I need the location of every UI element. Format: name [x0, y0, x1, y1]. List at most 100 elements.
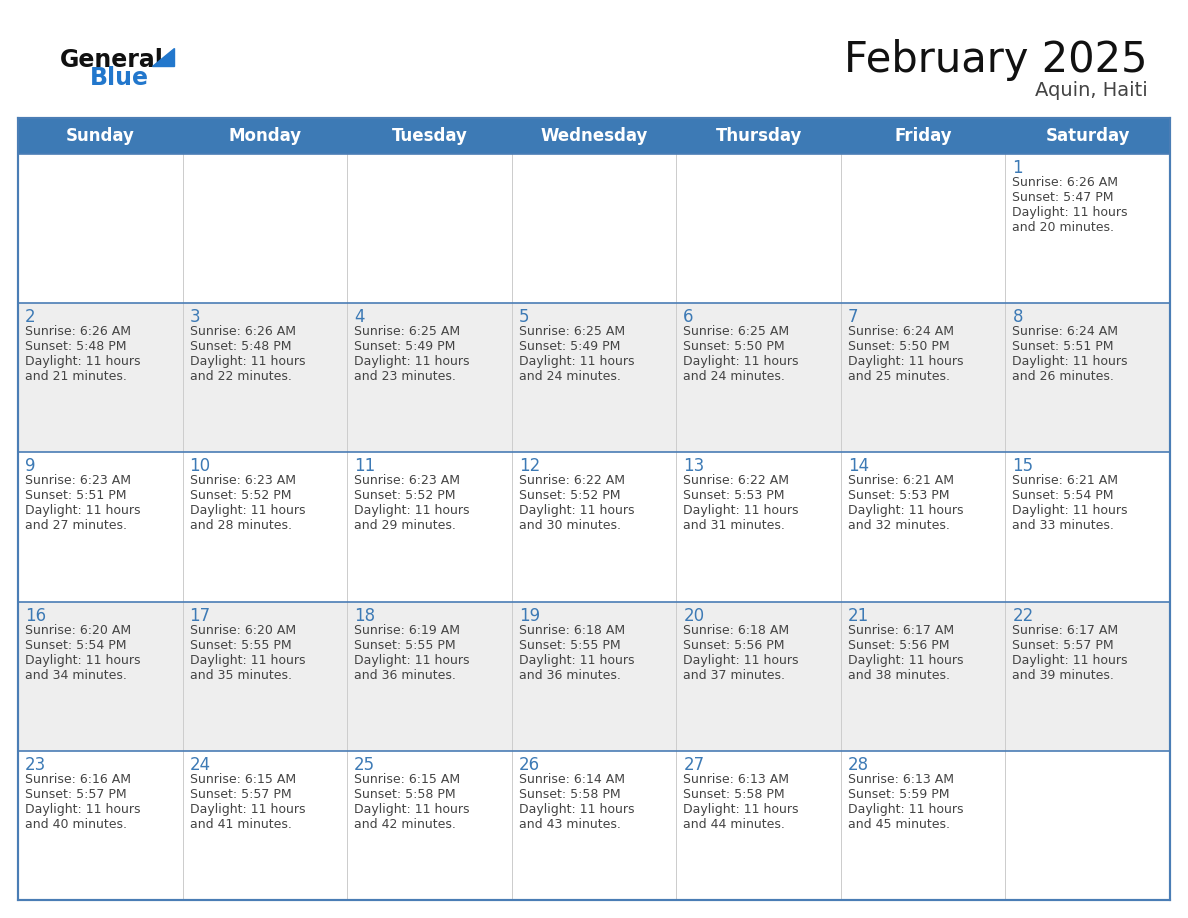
Text: and 24 minutes.: and 24 minutes. — [519, 370, 620, 383]
Text: Daylight: 11 hours: Daylight: 11 hours — [25, 355, 140, 368]
Text: Sunset: 5:47 PM: Sunset: 5:47 PM — [1012, 191, 1114, 204]
Text: 21: 21 — [848, 607, 870, 624]
Text: 19: 19 — [519, 607, 539, 624]
Text: Daylight: 11 hours: Daylight: 11 hours — [354, 504, 469, 518]
Text: Daylight: 11 hours: Daylight: 11 hours — [25, 504, 140, 518]
Text: Daylight: 11 hours: Daylight: 11 hours — [25, 654, 140, 666]
Text: Saturday: Saturday — [1045, 127, 1130, 145]
Text: and 43 minutes.: and 43 minutes. — [519, 818, 620, 831]
Text: Sunrise: 6:26 AM: Sunrise: 6:26 AM — [190, 325, 296, 338]
Text: 8: 8 — [1012, 308, 1023, 326]
Text: Daylight: 11 hours: Daylight: 11 hours — [190, 355, 305, 368]
Text: Sunrise: 6:20 AM: Sunrise: 6:20 AM — [25, 623, 131, 636]
Text: and 27 minutes.: and 27 minutes. — [25, 520, 127, 532]
Text: Daylight: 11 hours: Daylight: 11 hours — [1012, 654, 1127, 666]
Text: and 34 minutes.: and 34 minutes. — [25, 668, 127, 681]
Bar — [18, 154, 1170, 303]
Text: and 44 minutes.: and 44 minutes. — [683, 818, 785, 831]
Text: 16: 16 — [25, 607, 46, 624]
Text: Daylight: 11 hours: Daylight: 11 hours — [848, 504, 963, 518]
Text: Sunset: 5:52 PM: Sunset: 5:52 PM — [519, 489, 620, 502]
Text: and 39 minutes.: and 39 minutes. — [1012, 668, 1114, 681]
Text: and 28 minutes.: and 28 minutes. — [190, 520, 291, 532]
Text: and 37 minutes.: and 37 minutes. — [683, 668, 785, 681]
Text: and 23 minutes.: and 23 minutes. — [354, 370, 456, 383]
Text: Daylight: 11 hours: Daylight: 11 hours — [190, 654, 305, 666]
Text: Sunrise: 6:16 AM: Sunrise: 6:16 AM — [25, 773, 131, 786]
Text: 1: 1 — [1012, 159, 1023, 177]
Text: and 26 minutes.: and 26 minutes. — [1012, 370, 1114, 383]
Text: Sunrise: 6:25 AM: Sunrise: 6:25 AM — [519, 325, 625, 338]
Text: Sunset: 5:49 PM: Sunset: 5:49 PM — [519, 341, 620, 353]
Text: Sunset: 5:52 PM: Sunset: 5:52 PM — [190, 489, 291, 502]
Text: Daylight: 11 hours: Daylight: 11 hours — [354, 803, 469, 816]
Text: Sunrise: 6:26 AM: Sunrise: 6:26 AM — [25, 325, 131, 338]
Text: Sunset: 5:58 PM: Sunset: 5:58 PM — [354, 788, 456, 800]
Text: and 25 minutes.: and 25 minutes. — [848, 370, 950, 383]
Text: Sunset: 5:54 PM: Sunset: 5:54 PM — [25, 639, 126, 652]
Text: Sunrise: 6:15 AM: Sunrise: 6:15 AM — [190, 773, 296, 786]
Text: 9: 9 — [25, 457, 36, 476]
Text: Sunset: 5:56 PM: Sunset: 5:56 PM — [683, 639, 785, 652]
Text: Sunrise: 6:14 AM: Sunrise: 6:14 AM — [519, 773, 625, 786]
Text: Sunrise: 6:23 AM: Sunrise: 6:23 AM — [354, 475, 460, 487]
Text: Sunrise: 6:24 AM: Sunrise: 6:24 AM — [1012, 325, 1118, 338]
Text: 4: 4 — [354, 308, 365, 326]
Text: Sunrise: 6:15 AM: Sunrise: 6:15 AM — [354, 773, 460, 786]
Text: Sunrise: 6:20 AM: Sunrise: 6:20 AM — [190, 623, 296, 636]
Text: Sunset: 5:53 PM: Sunset: 5:53 PM — [848, 489, 949, 502]
Text: Sunset: 5:51 PM: Sunset: 5:51 PM — [25, 489, 126, 502]
Text: Sunset: 5:58 PM: Sunset: 5:58 PM — [519, 788, 620, 800]
Bar — [18, 303, 1170, 453]
Text: and 35 minutes.: and 35 minutes. — [190, 668, 291, 681]
Text: Sunset: 5:54 PM: Sunset: 5:54 PM — [1012, 489, 1114, 502]
Text: Daylight: 11 hours: Daylight: 11 hours — [354, 355, 469, 368]
Text: Aquin, Haiti: Aquin, Haiti — [1035, 81, 1148, 99]
Text: 27: 27 — [683, 756, 704, 774]
Text: and 33 minutes.: and 33 minutes. — [1012, 520, 1114, 532]
Text: 11: 11 — [354, 457, 375, 476]
Text: and 30 minutes.: and 30 minutes. — [519, 520, 620, 532]
Text: 23: 23 — [25, 756, 46, 774]
Text: Sunrise: 6:21 AM: Sunrise: 6:21 AM — [1012, 475, 1118, 487]
Text: Tuesday: Tuesday — [392, 127, 467, 145]
Text: Sunset: 5:59 PM: Sunset: 5:59 PM — [848, 788, 949, 800]
Text: 13: 13 — [683, 457, 704, 476]
Text: Daylight: 11 hours: Daylight: 11 hours — [1012, 206, 1127, 219]
Text: Daylight: 11 hours: Daylight: 11 hours — [848, 803, 963, 816]
Text: 18: 18 — [354, 607, 375, 624]
Text: Daylight: 11 hours: Daylight: 11 hours — [519, 355, 634, 368]
Text: Sunset: 5:52 PM: Sunset: 5:52 PM — [354, 489, 456, 502]
Bar — [18, 118, 1170, 154]
Text: Daylight: 11 hours: Daylight: 11 hours — [683, 803, 798, 816]
Text: Sunday: Sunday — [65, 127, 134, 145]
Text: 12: 12 — [519, 457, 541, 476]
Polygon shape — [152, 48, 173, 66]
Text: 5: 5 — [519, 308, 529, 326]
Text: Sunrise: 6:18 AM: Sunrise: 6:18 AM — [519, 623, 625, 636]
Text: Daylight: 11 hours: Daylight: 11 hours — [519, 654, 634, 666]
Text: Daylight: 11 hours: Daylight: 11 hours — [354, 654, 469, 666]
Text: February 2025: February 2025 — [845, 39, 1148, 81]
Text: Sunset: 5:56 PM: Sunset: 5:56 PM — [848, 639, 949, 652]
Bar — [18, 118, 1170, 900]
Text: 26: 26 — [519, 756, 539, 774]
Text: Sunrise: 6:13 AM: Sunrise: 6:13 AM — [848, 773, 954, 786]
Text: Sunset: 5:55 PM: Sunset: 5:55 PM — [190, 639, 291, 652]
Text: 3: 3 — [190, 308, 201, 326]
Text: Sunset: 5:55 PM: Sunset: 5:55 PM — [519, 639, 620, 652]
Text: 7: 7 — [848, 308, 859, 326]
Text: Monday: Monday — [228, 127, 302, 145]
Text: Sunrise: 6:21 AM: Sunrise: 6:21 AM — [848, 475, 954, 487]
Text: Sunrise: 6:24 AM: Sunrise: 6:24 AM — [848, 325, 954, 338]
Text: Sunset: 5:57 PM: Sunset: 5:57 PM — [25, 788, 127, 800]
Text: and 42 minutes.: and 42 minutes. — [354, 818, 456, 831]
Text: Sunrise: 6:18 AM: Sunrise: 6:18 AM — [683, 623, 789, 636]
Text: Sunrise: 6:26 AM: Sunrise: 6:26 AM — [1012, 176, 1118, 189]
Text: 20: 20 — [683, 607, 704, 624]
Text: and 45 minutes.: and 45 minutes. — [848, 818, 950, 831]
Text: and 20 minutes.: and 20 minutes. — [1012, 221, 1114, 234]
Bar — [18, 453, 1170, 601]
Text: Daylight: 11 hours: Daylight: 11 hours — [190, 504, 305, 518]
Text: 22: 22 — [1012, 607, 1034, 624]
